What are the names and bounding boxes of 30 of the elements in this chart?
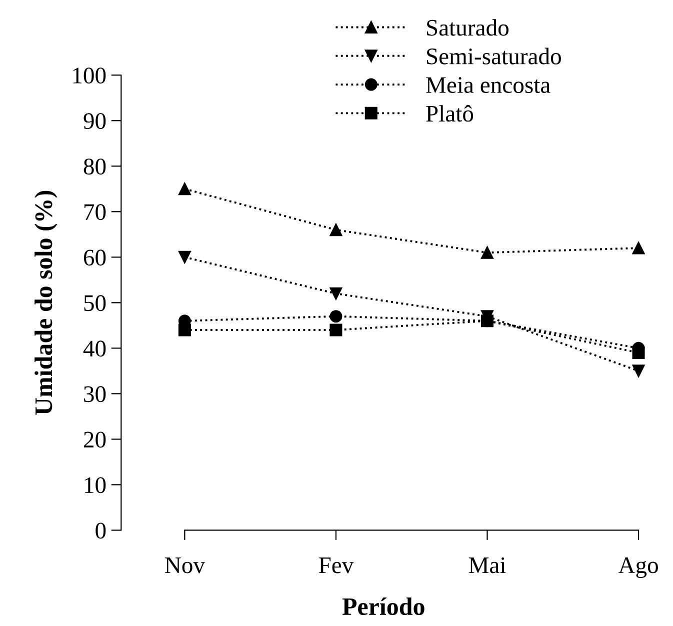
y-tick-label: 30	[84, 386, 106, 402]
legend-label: Platô	[426, 105, 474, 122]
y-tick-label: 50	[84, 295, 106, 312]
legend-label: Semi-saturado	[427, 48, 561, 64]
point	[330, 324, 342, 336]
y-axis-title: Umidade do solo (%)	[34, 190, 58, 415]
point	[330, 224, 342, 236]
y-tick-label: 10	[85, 477, 106, 494]
y-tick-label: 70	[84, 204, 106, 220]
y-tick-label: 80	[84, 158, 106, 175]
legend-label: Meia encosta	[426, 77, 550, 94]
y-tick-label: 40	[83, 340, 106, 357]
x-tick-label: Mai	[468, 557, 506, 574]
point	[178, 182, 191, 196]
point	[632, 364, 645, 378]
y-tick-label: 60	[84, 250, 106, 266]
point	[178, 250, 191, 264]
y-tick-label: 20	[84, 432, 106, 448]
y-tick-label: 90	[84, 113, 106, 130]
y-tick-label: 100	[73, 68, 106, 84]
x-tick-label: Fev	[318, 558, 354, 574]
legend-label: Saturado	[427, 19, 508, 36]
point	[330, 287, 342, 300]
y-tick-label: 0	[96, 522, 106, 539]
x-axis-title: Período	[342, 597, 424, 616]
point	[330, 310, 342, 323]
point	[480, 246, 494, 259]
point	[632, 242, 645, 254]
x-tick-label: Ago	[618, 557, 658, 578]
x-tick-label: Nov	[165, 558, 206, 574]
